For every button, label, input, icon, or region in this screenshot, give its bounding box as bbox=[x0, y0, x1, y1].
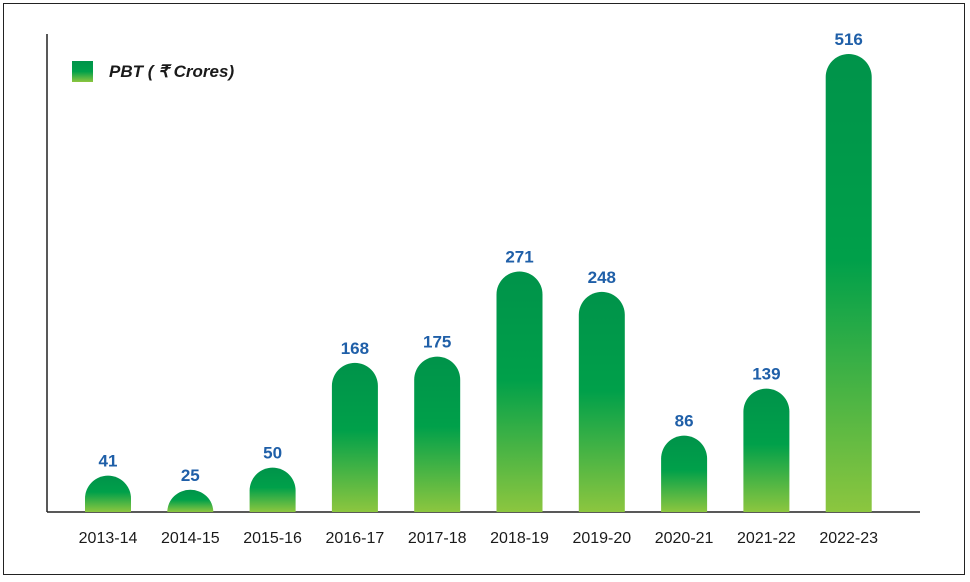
bar-2019-20 bbox=[578, 291, 625, 512]
bar-2022-23 bbox=[825, 54, 872, 513]
x-tick-label-2021-22: 2021-22 bbox=[737, 530, 796, 547]
data-label-2022-23: 516 bbox=[835, 30, 863, 49]
data-label-2014-15: 25 bbox=[181, 466, 200, 485]
bar-2018-19 bbox=[496, 271, 543, 512]
bar-2015-16 bbox=[249, 467, 296, 512]
data-label-2015-16: 50 bbox=[263, 444, 282, 463]
x-tick-label-2017-18: 2017-18 bbox=[408, 530, 467, 547]
x-tick-label-2015-16: 2015-16 bbox=[243, 530, 302, 547]
x-tick-label-2016-17: 2016-17 bbox=[326, 530, 385, 547]
bar-2020-21 bbox=[661, 435, 708, 512]
bar-2021-22 bbox=[743, 388, 790, 512]
legend-label: PBT ( ₹ Crores) bbox=[109, 61, 235, 81]
x-tick-label-2018-19: 2018-19 bbox=[490, 530, 549, 547]
data-label-2016-17: 168 bbox=[341, 339, 369, 358]
legend-swatch bbox=[72, 61, 93, 82]
x-tick-label-2020-21: 2020-21 bbox=[655, 530, 714, 547]
bar-2016-17 bbox=[331, 362, 378, 512]
bar-2014-15 bbox=[167, 489, 214, 512]
x-tick-label-2022-23: 2022-23 bbox=[819, 530, 878, 547]
bar-2013-14 bbox=[85, 475, 131, 512]
x-tick-label-2019-20: 2019-20 bbox=[572, 530, 631, 547]
bar-2017-18 bbox=[414, 356, 461, 512]
x-tick-label-2013-14: 2013-14 bbox=[79, 530, 138, 547]
data-label-2019-20: 248 bbox=[588, 268, 616, 287]
legend: PBT ( ₹ Crores) bbox=[72, 61, 234, 82]
data-label-2013-14: 41 bbox=[99, 452, 118, 471]
data-label-2020-21: 86 bbox=[675, 412, 694, 431]
data-label-2021-22: 139 bbox=[752, 365, 780, 384]
chart-frame bbox=[3, 3, 965, 575]
data-label-2018-19: 271 bbox=[505, 247, 533, 266]
data-label-2017-18: 175 bbox=[423, 333, 451, 352]
x-tick-label-2014-15: 2014-15 bbox=[161, 530, 220, 547]
